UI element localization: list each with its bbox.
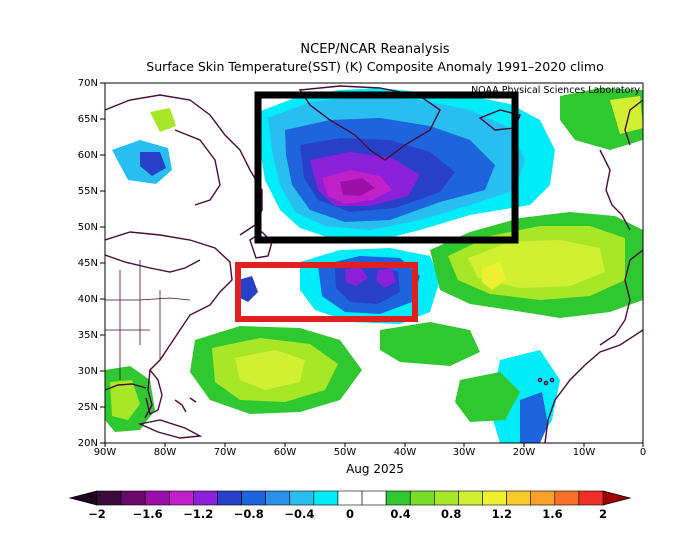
credit-label: NOAA Physical Sciences Laboratory [471, 85, 640, 96]
lat-label-70n: 70N [78, 78, 98, 89]
colorbar: −2 −1.6 −1.2 −0.8 −0.4 0 0.4 0.8 1.2 1.6 2 [68, 490, 632, 521]
lon-label-20w: 20W [513, 447, 536, 458]
anomaly-warm-sub-green [455, 372, 520, 422]
lon-label-30w: 30W [453, 447, 476, 458]
colorbar-tick-label: −0.8 [234, 507, 264, 521]
anomaly-cold-africa-blue [520, 392, 548, 443]
colorbar-tick-label: −1.6 [133, 507, 163, 521]
lon-label-40w: 40W [394, 447, 417, 458]
lon-label-70w: 70W [214, 447, 237, 458]
lat-label-25n: 25N [78, 402, 98, 413]
colorbar-cell [193, 490, 218, 506]
highlight-box-red [235, 262, 418, 322]
anomaly-field [105, 83, 643, 443]
colorbar-cell [434, 490, 459, 506]
colorbar-end-left [68, 490, 98, 506]
colorbar-tick-label: 0.8 [441, 507, 461, 521]
colorbar-cell [289, 490, 315, 506]
anomaly-cold-mid-violet-2 [376, 268, 396, 288]
lon-label-50w: 50W [334, 447, 357, 458]
colorbar-cell [241, 490, 266, 506]
anomaly-cold-nw-core [140, 152, 166, 176]
lat-label-20n: 20N [78, 438, 98, 449]
title-line-2: Surface Skin Temperature(SST) (K) Compos… [146, 59, 603, 74]
lat-label-65n: 65N [78, 114, 98, 125]
highlight-box-black [254, 91, 519, 244]
colorbar-cell [361, 490, 387, 506]
colorbar-cell [217, 490, 242, 506]
colorbar-cell [96, 490, 122, 506]
colorbar-cell [265, 490, 291, 506]
lon-label-90w: 90W [94, 447, 117, 458]
anomaly-cold-north-purple [340, 178, 375, 196]
colorbar-tick-label: −1.2 [183, 507, 213, 521]
colorbar-cell [458, 490, 483, 506]
lon-label-0: 0 [640, 447, 646, 458]
borders [105, 260, 191, 380]
lat-label-60n: 60N [78, 150, 98, 161]
colorbar-tick-label: 2 [599, 507, 607, 521]
anomaly-warm-central-green [380, 322, 480, 366]
colorbar-cell [409, 490, 435, 506]
anomaly-warm-east-yellow [482, 262, 506, 290]
colorbar-tick-label: 1.2 [492, 507, 512, 521]
colorbar-cell [313, 490, 339, 506]
colorbar-tick-label: −2 [88, 507, 106, 521]
date-label: Aug 2025 [346, 462, 404, 476]
lat-axis: 70N 65N 60N 55N 50N 45N 40N 35N 30N 25N … [78, 78, 105, 449]
lon-axis: 90W 80W 70W 60W 50W 40W 30W 20W 10W 0 [94, 443, 646, 458]
lat-label-35n: 35N [78, 330, 98, 341]
colorbar-cell [554, 490, 580, 506]
colorbar-cell [168, 490, 194, 506]
lon-label-80w: 80W [154, 447, 177, 458]
lat-label-45n: 45N [78, 258, 98, 269]
colorbar-cell [482, 490, 507, 506]
colorbar-tick-label: 0.4 [390, 507, 410, 521]
title-line-1: NCEP/NCAR Reanalysis [300, 42, 449, 57]
lat-label-55n: 55N [78, 186, 98, 197]
colorbar-cell [337, 490, 363, 506]
anomaly-cold-mid-violet [345, 266, 368, 286]
colorbar-cell [506, 490, 532, 506]
colorbar-tick-label: −0.4 [284, 507, 314, 521]
colorbar-tick-label: 0 [346, 507, 354, 521]
lat-label-40n: 40N [78, 294, 98, 305]
colorbar-cell [385, 490, 411, 506]
lat-label-30n: 30N [78, 366, 98, 377]
anomaly-cold-gulf-patch [236, 276, 258, 302]
anomaly-warm-gulf-lime [110, 380, 140, 420]
anomaly-warm-nw-green [150, 108, 176, 132]
lat-label-50n: 50N [78, 222, 98, 233]
lon-label-10w: 10W [573, 447, 596, 458]
colorbar-tick-label: 1.6 [542, 507, 562, 521]
lon-label-60w: 60W [274, 447, 297, 458]
anomaly-warm-west-yellowgreen [235, 350, 305, 390]
colorbar-cell [530, 490, 556, 506]
colorbar-cell [144, 490, 170, 506]
colorbar-cell [120, 490, 146, 506]
colorbar-cell [578, 490, 604, 506]
colorbar-end-right [602, 490, 632, 506]
